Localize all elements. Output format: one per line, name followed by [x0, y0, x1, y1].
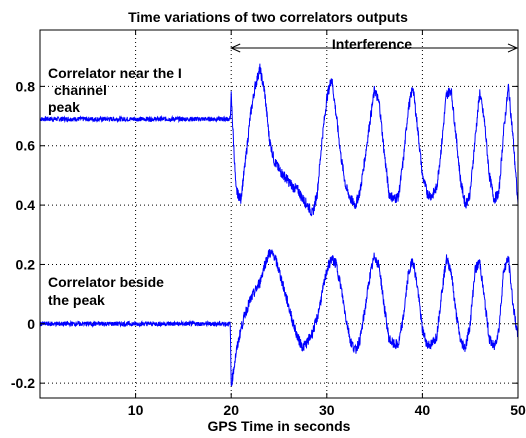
y-tick-label: 0.8: [16, 78, 36, 94]
y-tick-label: 0.2: [16, 256, 36, 272]
series1-label-line3: peak: [48, 99, 80, 115]
axis-ticks: 10 20 30 40 50 -0.2 0 0.2 0.4 0.6 0.8: [11, 30, 526, 418]
series2-label-line1: Correlator beside: [48, 274, 164, 290]
grid-lines: [40, 30, 518, 398]
x-tick-label: 40: [415, 402, 431, 418]
y-tick-label: 0.4: [16, 197, 36, 213]
y-tick-label: -0.2: [11, 375, 35, 391]
x-tick-label: 10: [128, 402, 144, 418]
plot-frame: [39, 29, 519, 399]
annotations: Interference Correlator near the I chann…: [48, 36, 519, 308]
x-tick-label: 30: [319, 402, 335, 418]
y-tick-label: 0: [27, 316, 35, 332]
interference-arrow-left-head: [229, 43, 241, 53]
x-tick-label: 20: [223, 402, 239, 418]
chart-title: Time variations of two correlators outpu…: [128, 9, 408, 25]
series-line-1: [39, 63, 519, 217]
x-tick-label: 50: [510, 402, 526, 418]
y-tick-label: 0.6: [16, 138, 36, 154]
series2-label-line2: the peak: [48, 292, 105, 308]
series-line-2: [39, 249, 519, 387]
series1-label-line2: channel: [54, 82, 107, 98]
series-group: [39, 63, 519, 387]
interference-label: Interference: [332, 36, 412, 52]
series1-label-line1: Correlator near the I: [48, 65, 182, 81]
x-axis-label: GPS Time in seconds: [208, 418, 351, 434]
interference-arrow-right-head: [507, 43, 519, 53]
